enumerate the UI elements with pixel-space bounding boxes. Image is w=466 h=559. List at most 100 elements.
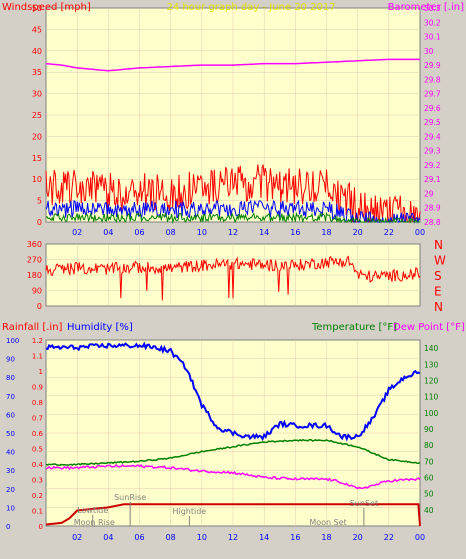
- humidity-tick-label: 60: [6, 411, 15, 419]
- x-tick-label: 06: [134, 228, 144, 237]
- event-label: SunSet: [350, 499, 378, 508]
- wind-series: [45, 58, 421, 224]
- wind-y-ticks: 0 5 10 15 20 25 30 35 40 45 50: [32, 4, 42, 227]
- temperature-tick-label: 130: [424, 360, 439, 369]
- barometer-tick-label: 29.5: [424, 118, 441, 127]
- wind-x-ticks: 02 04 06 08 10 12 14 16 18 20 22 00: [72, 228, 425, 237]
- humidity-tick-label: 50: [6, 430, 15, 438]
- x-tick-label: 04: [103, 228, 113, 237]
- humidity-line: [45, 341, 421, 442]
- temperature-tick-label: 60: [424, 473, 434, 482]
- compass-label: E: [434, 285, 442, 299]
- rainfall-tick-label: 0: [39, 523, 43, 531]
- event-label: Hightide: [172, 507, 206, 516]
- barometer-tick-label: 28.8: [424, 218, 441, 227]
- humidity-tick-label: 100: [6, 337, 19, 345]
- x-tick-label: 20: [353, 533, 363, 542]
- x-tick-label: 16: [290, 533, 300, 542]
- humidity-tick-label: 90: [6, 356, 15, 364]
- x-tick-label: 14: [259, 228, 269, 237]
- wind-tick-label: 50: [32, 4, 42, 13]
- wind-tick-label: 30: [32, 90, 42, 99]
- x-tick-label: 12: [228, 533, 238, 542]
- humidity-tick-label: 10: [6, 504, 15, 512]
- rainfall-tick-label: 1.1: [32, 353, 43, 361]
- temperature-tick-label: 50: [424, 490, 434, 499]
- wind-tick-label: 25: [32, 111, 42, 120]
- temperature-tick-label: 40: [424, 506, 434, 515]
- humidity-tick-label: 20: [6, 486, 15, 494]
- rainfall-tick-label: 0.3: [32, 477, 43, 485]
- rainfall-tick-label: 0.8: [32, 399, 43, 407]
- x-tick-label: 06: [134, 533, 144, 542]
- direction-tick-label: 90: [32, 287, 42, 296]
- temperature-y-ticks: 40 50 60 70 80 90 100 110 120 130 140: [424, 344, 439, 515]
- x-tick-label: 08: [166, 533, 176, 542]
- barometer-tick-label: 29.7: [424, 90, 441, 99]
- barometer-y-ticks: 28.8 28.9 29 29.1 29.2 29.3 29.4 29.5 29.6 29.7 29…: [424, 4, 441, 227]
- compass-label: N: [434, 300, 443, 314]
- x-tick-label: 18: [321, 228, 331, 237]
- wind-tick-label: 45: [32, 25, 42, 34]
- humidity-tick-label: 30: [6, 467, 15, 475]
- rainfall-tick-label: 0.1: [32, 508, 43, 516]
- wind-min-line: [45, 211, 420, 224]
- barometer-tick-label: 30.3: [424, 4, 441, 13]
- x-tick-label: 04: [103, 533, 113, 542]
- rainfall-tick-label: 0.2: [32, 492, 43, 500]
- x-tick-label: 22: [384, 228, 394, 237]
- rainfall-y-ticks: 0 0.1 0.2 0.3 0.4 0.5 0.6 0.7 0.8 0.9 1 1.1 1.2: [32, 337, 44, 531]
- wind-tick-label: 5: [37, 197, 42, 206]
- direction-y-ticks: 0 90 180 270 360: [27, 240, 42, 311]
- temperature-tick-label: 120: [424, 376, 439, 385]
- temperature-tick-label: 90: [424, 425, 434, 434]
- temperature-tick-label: 140: [424, 344, 439, 353]
- rainfall-tick-label: 0.5: [32, 446, 43, 454]
- wind-tick-label: 20: [32, 132, 42, 141]
- barometer-tick-label: 29.6: [424, 104, 441, 113]
- barometer-tick-label: 30: [424, 47, 434, 56]
- x-tick-label: 20: [353, 228, 363, 237]
- x-tick-label: 18: [321, 533, 331, 542]
- chart-title: 24 hour graph day - June 20 2017: [166, 2, 335, 13]
- x-tick-label: 08: [166, 228, 176, 237]
- rainfall-tick-label: 0.7: [32, 415, 43, 423]
- rainfall-tick-label: 1.2: [32, 337, 43, 345]
- temperature-tick-label: 70: [424, 457, 434, 466]
- direction-tick-label: 180: [27, 271, 42, 280]
- direction-tick-label: 0: [37, 302, 42, 311]
- x-tick-label: 16: [290, 228, 300, 237]
- rainfall-tick-label: 0.6: [32, 430, 44, 438]
- barometer-tick-label: 29.3: [424, 147, 441, 156]
- x-tick-label: 02: [72, 533, 82, 542]
- rainfall-line: [45, 503, 421, 527]
- event-label: Moon Rise: [74, 518, 115, 527]
- x-tick-label: 00: [415, 533, 425, 542]
- direction-tick-label: 270: [27, 256, 42, 265]
- humidity-tick-label: 80: [6, 374, 15, 382]
- humidity-axis-title: Humidity [%]: [67, 322, 133, 333]
- humidity-tick-label: 0: [6, 523, 10, 531]
- rainfall-axis-title: Rainfall [.in]: [2, 322, 63, 333]
- wind-direction-line: [45, 255, 421, 301]
- humidity-tick-label: 40: [6, 449, 15, 457]
- humidity-y-ticks: 0 10 20 30 40 50 60 70 80 90 100: [6, 337, 19, 531]
- rainfall-tick-label: 0.9: [32, 384, 43, 392]
- wind-tick-label: 0: [37, 218, 42, 227]
- barometer-tick-label: 30.2: [424, 18, 441, 27]
- temperature-tick-label: 110: [424, 393, 439, 402]
- barometer-tick-label: 28.9: [424, 204, 441, 213]
- x-tick-label: 02: [72, 228, 82, 237]
- barometer-tick-label: 29.1: [424, 175, 441, 184]
- barometer-tick-label: 29.9: [424, 61, 441, 70]
- temperature-tick-label: 100: [424, 409, 439, 418]
- barometer-axis-title: Barometer [.in]: [388, 2, 464, 13]
- barometer-tick-label: 30.1: [424, 33, 441, 42]
- x-tick-label: 10: [197, 228, 207, 237]
- compass-label: S: [434, 269, 442, 283]
- barometer-tick-label: 29.2: [424, 161, 441, 170]
- wind-tick-label: 40: [32, 47, 42, 56]
- compass-label: N: [434, 238, 443, 252]
- direction-tick-label: 360: [27, 240, 42, 249]
